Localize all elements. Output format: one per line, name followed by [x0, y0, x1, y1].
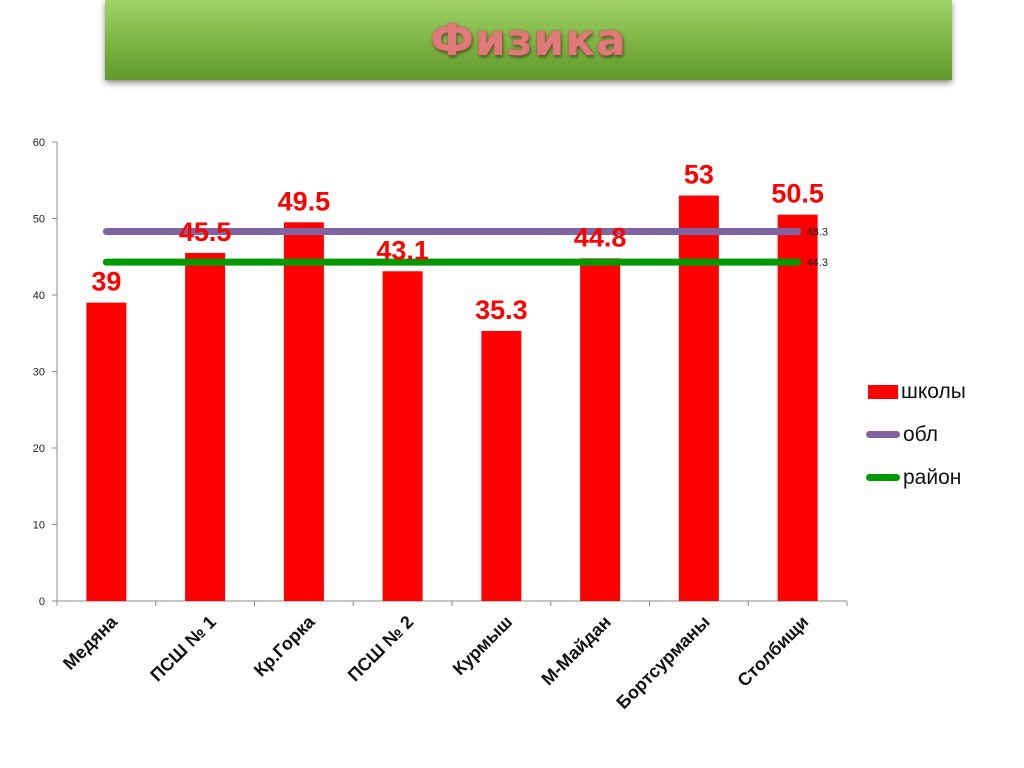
chart-legend: школы обл район — [862, 370, 1012, 499]
legend-swatch-rayon — [866, 474, 900, 481]
bar — [580, 258, 621, 601]
bar — [382, 271, 423, 601]
y-tick-label: 40 — [33, 290, 45, 302]
y-tick-label: 0 — [39, 596, 45, 608]
line-end-label: 48.3 — [807, 227, 828, 239]
y-tick-label: 60 — [33, 137, 45, 149]
legend-label-obl: обл — [903, 422, 939, 446]
bar-value-label: 49.5 — [278, 186, 331, 216]
bar — [777, 214, 818, 602]
slide-title: Физика — [430, 14, 627, 66]
legend-label-rayon: район — [903, 465, 962, 489]
bar — [185, 252, 226, 602]
y-tick-label: 10 — [33, 520, 45, 532]
bar-value-label: 50.5 — [771, 179, 824, 209]
legend-swatch-shkoly — [868, 384, 898, 399]
y-tick-label: 20 — [33, 443, 45, 455]
x-category-label: Курмыш — [449, 612, 516, 679]
bar — [86, 302, 127, 601]
x-category-label: Столбищи — [733, 612, 812, 691]
bar — [678, 195, 719, 602]
x-category-label: М-Майдан — [537, 612, 614, 689]
line-end-label: 44.3 — [807, 257, 828, 269]
legend-label-shkoly: школы — [901, 379, 966, 403]
bar — [481, 330, 522, 601]
legend-item-obl: обл — [862, 413, 1012, 456]
bar — [283, 222, 324, 601]
bar-value-label: 43.1 — [376, 235, 429, 265]
legend-swatch-obl — [866, 431, 900, 438]
legend-item-rayon: район — [862, 456, 1012, 499]
bar-value-label: 45.5 — [179, 217, 232, 247]
x-category-label: Медяна — [59, 611, 122, 674]
y-tick-label: 50 — [33, 214, 45, 226]
x-category-label: Бортсурманы — [612, 612, 713, 713]
bar-value-label: 35.3 — [475, 295, 528, 325]
x-category-label: Кр.Горка — [250, 611, 320, 681]
bar-value-label: 53 — [684, 160, 714, 190]
bar-value-label: 44.8 — [574, 222, 627, 252]
x-category-label: ПСШ № 1 — [146, 612, 220, 686]
y-tick-label: 30 — [33, 367, 45, 379]
bar-value-label: 39 — [91, 267, 121, 297]
legend-item-shkoly: школы — [862, 370, 1012, 413]
title-banner: Физика — [105, 0, 952, 80]
x-category-label: ПСШ № 2 — [344, 612, 418, 686]
